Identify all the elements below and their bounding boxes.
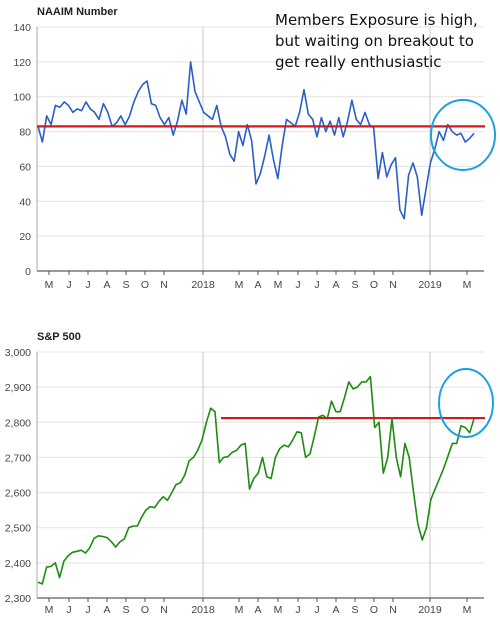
y-tick-label: 2,700 [5, 452, 31, 464]
x-tick-label: N [389, 279, 397, 291]
x-tick-label: M [274, 279, 283, 291]
x-tick-label: N [160, 279, 168, 291]
annotation-text: Members Exposure is high, but waiting on… [275, 11, 478, 71]
y-tick-label: 2,400 [5, 558, 31, 570]
x-tick-label: A [254, 604, 261, 616]
series-line [37, 61, 475, 220]
x-tick-label: O [370, 604, 378, 616]
x-tick-label: A [103, 279, 110, 291]
x-tick-label: S [351, 279, 358, 291]
x-tick-label: M [235, 604, 244, 616]
y-tick-label: 0 [25, 266, 31, 278]
x-tick-label: 2018 [191, 279, 215, 291]
chart-title: NAAIM Number [37, 6, 118, 18]
x-tick-label: J [66, 279, 71, 291]
x-tick-label: S [351, 604, 358, 616]
x-tick-label: M [45, 604, 54, 616]
x-tick-label: A [332, 604, 339, 616]
x-tick-label: J [85, 279, 90, 291]
highlight-circle [430, 99, 496, 171]
x-tick-label: M [463, 604, 472, 616]
x-tick-label: M [463, 279, 472, 291]
x-tick-label: J [85, 604, 90, 616]
x-tick-label: M [235, 279, 244, 291]
y-tick-label: 3,000 [5, 347, 31, 359]
y-tick-label: 40 [19, 196, 31, 208]
x-tick-label: 2019 [418, 604, 442, 616]
x-tick-label: 2019 [418, 279, 442, 291]
x-tick-label: O [370, 279, 378, 291]
x-tick-label: N [389, 604, 397, 616]
x-tick-label: M [45, 279, 54, 291]
highlight-circle [438, 368, 494, 438]
y-tick-label: 2,900 [5, 382, 31, 394]
y-tick-label: 20 [19, 231, 31, 243]
x-tick-label: A [103, 604, 110, 616]
x-tick-label: N [160, 604, 168, 616]
y-tick-label: 100 [13, 92, 31, 104]
chart-panel-2: S&P 500 2,300 2,400 2,500 2,600 2,700 2,800 2,9… [5, 331, 494, 616]
y-tick-label: 2,600 [5, 488, 31, 500]
x-tick-label: J [66, 604, 71, 616]
x-tick-label: A [332, 279, 339, 291]
y-tick-label: 60 [19, 161, 31, 173]
x-tick-label: J [295, 604, 300, 616]
x-tick-label: S [122, 604, 129, 616]
y-tick-label: 80 [19, 127, 31, 139]
x-tick-label: J [314, 604, 319, 616]
y-tick-label: 140 [13, 22, 31, 34]
x-tick-label: O [141, 604, 149, 616]
y-tick-label: 2,300 [5, 593, 31, 605]
x-tick-label: J [314, 279, 319, 291]
x-tick-label: O [141, 279, 149, 291]
y-tick-label: 2,800 [5, 417, 31, 429]
series-line [37, 375, 475, 585]
x-tick-label: A [254, 279, 261, 291]
x-tick-label: J [295, 279, 300, 291]
x-tick-label: S [122, 279, 129, 291]
x-tick-label: 2018 [191, 604, 215, 616]
chart-title: S&P 500 [37, 331, 81, 343]
y-tick-label: 2,500 [5, 523, 31, 535]
x-tick-label: M [274, 604, 283, 616]
y-tick-label: 120 [13, 57, 31, 69]
